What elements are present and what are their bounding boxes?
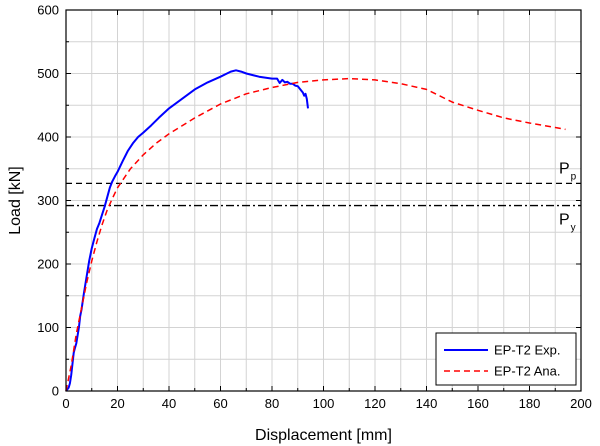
y-tick-label: 300 <box>37 193 59 208</box>
legend-box <box>435 332 577 386</box>
series-line-ana <box>65 77 566 392</box>
series-group <box>65 69 566 392</box>
reference-label-Py: Py <box>559 212 576 234</box>
legend: EP-T2 Exp. EP-T2 Ana. <box>435 332 577 386</box>
legend-label-exp: EP-T2 Exp. <box>494 343 560 358</box>
reference-label-Pp: Pp <box>559 160 577 182</box>
x-tick-label: 40 <box>162 396 176 411</box>
x-tick-label: 80 <box>265 396 279 411</box>
y-axis-label: Load [kN] <box>7 166 24 234</box>
reference-lines: Pp Py <box>66 160 581 234</box>
x-tick-label: 180 <box>519 396 541 411</box>
y-tick-label: 600 <box>37 3 59 18</box>
y-tick-label: 400 <box>37 130 59 145</box>
x-tick-label: 20 <box>110 396 124 411</box>
x-tick-label: 0 <box>62 396 69 411</box>
y-tick-label: 200 <box>37 257 59 272</box>
x-tick-label: 200 <box>570 396 592 411</box>
legend-label-ana: EP-T2 Ana. <box>494 364 560 379</box>
x-axis-label: Displacement [mm] <box>255 427 392 444</box>
y-tick-label: 0 <box>52 384 59 399</box>
y-tick-label: 100 <box>37 320 59 335</box>
x-tick-label: 140 <box>416 396 438 411</box>
x-tick-label: 160 <box>467 396 489 411</box>
y-tick-label: 500 <box>37 66 59 81</box>
x-tick-label: 100 <box>313 396 335 411</box>
x-tick-label: 120 <box>364 396 386 411</box>
ticks: 0 20 40 60 80 100 120 140 160 180 200 0 100 200 300 400… <box>37 3 592 412</box>
x-tick-label: 60 <box>213 396 227 411</box>
